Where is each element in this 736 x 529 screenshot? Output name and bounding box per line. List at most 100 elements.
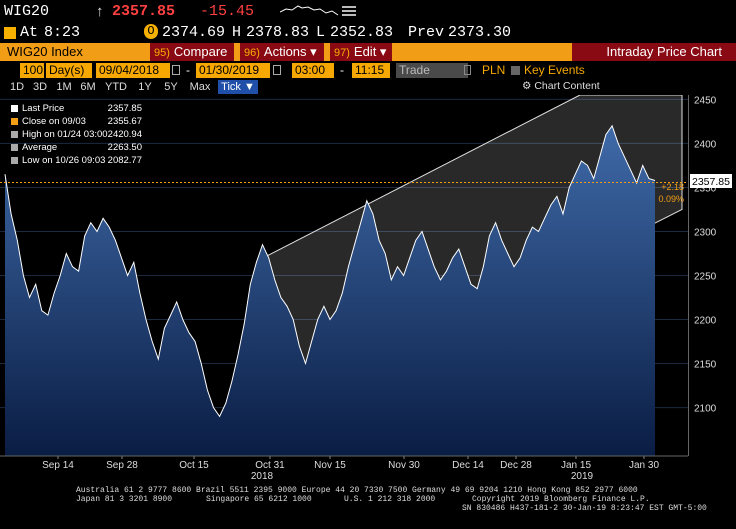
legend-value: 2420.94 bbox=[107, 129, 142, 140]
range-button[interactable]: 3D bbox=[32, 81, 48, 93]
open-value: 2374.69 bbox=[162, 24, 226, 41]
y-tick-label: 2200 bbox=[694, 316, 717, 327]
change-pct-label: 0.09% bbox=[658, 194, 684, 204]
period-input[interactable]: 100 bbox=[20, 63, 44, 78]
legend-swatch bbox=[11, 118, 18, 125]
menu-icon[interactable] bbox=[342, 4, 356, 21]
price-line bbox=[4, 124, 656, 418]
security-field[interactable]: WIG20 Index bbox=[3, 43, 141, 61]
footer-sn: SN 830486 H437-181-2 30-Jan-19 8:23:47 E… bbox=[462, 504, 707, 513]
legend-row: Low on 10/26 09:03 2082.77 bbox=[8, 154, 142, 167]
range-buttons: 1D 3D 1M 6M YTD 1Y 5Y Max Tick ▼ bbox=[0, 79, 736, 95]
compare-number: 95) bbox=[154, 47, 170, 59]
period-unit-select[interactable]: Day(s) bbox=[46, 63, 92, 78]
calendar-icon[interactable] bbox=[273, 65, 281, 75]
range-button[interactable]: Tick ▼ bbox=[218, 80, 258, 94]
dropdown-icon[interactable] bbox=[464, 65, 471, 75]
actions-button[interactable]: 96) Actions ▾ bbox=[240, 43, 324, 61]
y-tick-label: 2350 bbox=[694, 183, 717, 194]
range-button[interactable]: Max bbox=[189, 81, 211, 93]
chart-content-button[interactable]: ⚙ Chart Content bbox=[522, 80, 600, 92]
start-time-input[interactable]: 03:00 bbox=[292, 63, 334, 78]
end-date-input[interactable]: 01/30/2019 bbox=[196, 63, 270, 78]
y-tick-label: 2300 bbox=[694, 227, 717, 238]
key-events-label: Key Events bbox=[524, 63, 585, 77]
y-tick-label: 2400 bbox=[694, 139, 717, 150]
legend-row: Last Price 2357.85 bbox=[8, 102, 142, 115]
edit-button[interactable]: 97) Edit ▾ bbox=[330, 43, 392, 61]
x-tick-label: Jan 15 bbox=[561, 460, 591, 471]
gear-icon: ⚙ bbox=[522, 80, 532, 92]
legend-value: 2082.77 bbox=[107, 155, 142, 166]
x-tick-label: Dec 28 bbox=[500, 460, 532, 471]
x-tick-label: Sep 14 bbox=[42, 460, 74, 471]
range-button[interactable]: 1D bbox=[9, 81, 25, 93]
high-label: H bbox=[232, 24, 242, 41]
at-label: At bbox=[20, 24, 39, 41]
end-time-input[interactable]: 11:15 bbox=[352, 63, 390, 78]
date-dash: - bbox=[186, 63, 190, 77]
legend-label: Last Price bbox=[22, 103, 65, 114]
legend-swatch bbox=[11, 157, 18, 164]
sparkline-icon bbox=[279, 4, 340, 22]
axis-border bbox=[688, 95, 689, 456]
change-label: +2.18 bbox=[661, 182, 684, 192]
prev-value: 2373.30 bbox=[448, 24, 512, 41]
y-tick-label: 2150 bbox=[694, 360, 717, 371]
last-price-tag-text: 2357.85 bbox=[692, 176, 730, 188]
page-title: Intraday Price Chart bbox=[572, 43, 736, 61]
date-range-bar: 100 Day(s) 09/04/2018 - 01/30/2019 03:00… bbox=[0, 62, 736, 79]
quote-time: 8:23 bbox=[44, 24, 81, 41]
footer-copyright: Copyright 2019 Bloomberg Finance L.P. bbox=[472, 495, 650, 504]
quote-ticker: WIG20 bbox=[4, 3, 50, 20]
low-label: L bbox=[316, 24, 326, 41]
currency-label[interactable]: PLN bbox=[482, 63, 506, 77]
footer-us: U.S. 1 212 318 2000 bbox=[344, 495, 436, 504]
prev-label: Prev bbox=[408, 24, 445, 41]
up-arrow-icon: ↑ bbox=[96, 3, 104, 20]
range-button[interactable]: 5Y bbox=[164, 81, 178, 93]
price-area bbox=[5, 125, 655, 457]
y-tick-label: 2100 bbox=[694, 404, 717, 415]
legend-value: 2355.67 bbox=[107, 116, 142, 127]
y-axis: 2100 2150 2200 2250 2300 2350 2400 2450 bbox=[694, 95, 717, 414]
start-date-input[interactable]: 09/04/2018 bbox=[96, 63, 170, 78]
news-icon bbox=[4, 26, 16, 43]
legend-swatch bbox=[11, 105, 18, 112]
y-tick-label: 2250 bbox=[694, 272, 717, 283]
compare-button[interactable]: 95) Compare bbox=[150, 43, 234, 61]
actions-label: Actions ▾ bbox=[263, 44, 317, 59]
legend-row: Average 2263.50 bbox=[8, 141, 142, 154]
x-tick-label: Nov 30 bbox=[388, 460, 420, 471]
edit-label: Edit ▾ bbox=[353, 44, 387, 59]
compare-label: Compare bbox=[173, 44, 228, 59]
x-tick-label: Nov 15 bbox=[314, 460, 346, 471]
last-price-tag bbox=[690, 174, 732, 188]
year-label: 2019 bbox=[571, 471, 594, 482]
legend-row: High on 01/24 03:00 2420.94 bbox=[8, 128, 142, 141]
key-events-checkbox[interactable] bbox=[511, 66, 520, 75]
last-price: 2357.85 bbox=[112, 3, 176, 20]
x-axis: Sep 14 Sep 28 Oct 15 Oct 31 Nov 15 Nov 30 Dec … bbox=[0, 455, 688, 482]
x-tick-label: Oct 31 bbox=[255, 460, 285, 471]
x-tick-label: Sep 28 bbox=[106, 460, 138, 471]
footer-singapore: Singapore 65 6212 1000 bbox=[206, 495, 312, 504]
low-value: 2352.83 bbox=[330, 24, 394, 41]
calendar-icon[interactable] bbox=[172, 65, 180, 75]
legend-label: Low on 10/26 09:03 bbox=[22, 155, 106, 166]
range-button[interactable]: 6M bbox=[80, 81, 96, 93]
range-button[interactable]: 1Y bbox=[138, 81, 152, 93]
actions-number: 96) bbox=[244, 47, 260, 59]
chart-legend: Last Price 2357.85 Close on 09/03 2355.67 Hi… bbox=[8, 102, 142, 168]
legend-label: High on 01/24 03:00 bbox=[22, 129, 108, 140]
range-button[interactable]: YTD bbox=[105, 81, 127, 93]
market-select[interactable]: Trade bbox=[396, 63, 468, 78]
footer: Australia 61 2 9777 8600 Brazil 5511 239… bbox=[0, 484, 736, 529]
range-button[interactable]: 1M bbox=[56, 81, 72, 93]
toolbar: WIG20 Index 95) Compare 96) Actions ▾ 97) E… bbox=[0, 43, 736, 61]
legend-value: 2263.50 bbox=[107, 142, 142, 153]
footer-japan: Japan 81 3 3201 8900 bbox=[76, 495, 173, 504]
time-dash: - bbox=[340, 63, 344, 77]
quote-bar: WIG20 ↑ 2357.85 -15.45 bbox=[0, 0, 736, 22]
